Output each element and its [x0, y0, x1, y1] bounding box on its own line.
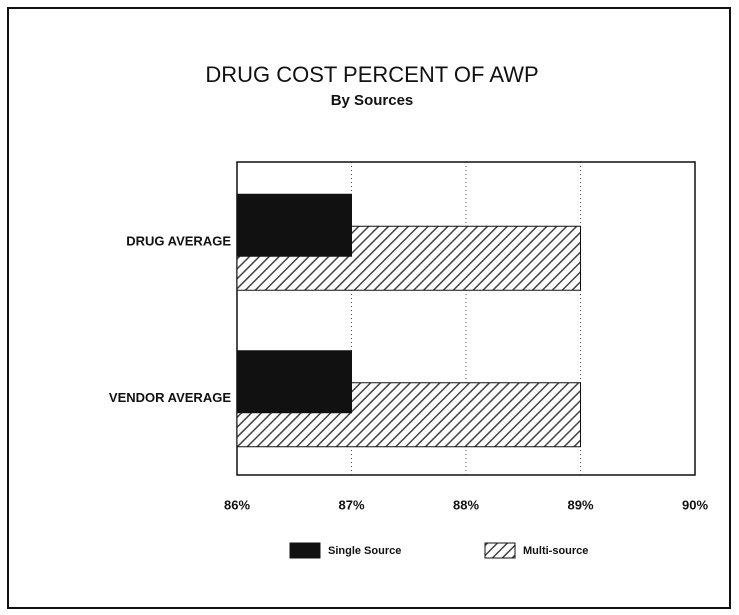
- plot-frame: [236, 161, 696, 476]
- legend-label: Single Source: [328, 545, 401, 557]
- y-tick-label: VENDOR AVERAGE: [109, 390, 231, 405]
- legend-label: Multi-source: [523, 545, 588, 557]
- y-tick-label: DRUG AVERAGE: [126, 234, 231, 249]
- frame: [7, 7, 731, 609]
- legend-swatch: [484, 542, 516, 559]
- bar: [236, 350, 352, 414]
- bar: [236, 193, 352, 257]
- chart-title: DRUG COST PERCENT OF AWP: [205, 62, 538, 87]
- legend-swatch: [289, 542, 321, 559]
- x-tick-label: 87%: [338, 497, 364, 512]
- x-tick-label: 88%: [453, 497, 479, 512]
- x-tick-label: 89%: [567, 497, 593, 512]
- chart-subtitle: By Sources: [331, 92, 414, 109]
- x-tick-label: 86%: [224, 497, 250, 512]
- x-tick-label: 90%: [682, 497, 708, 512]
